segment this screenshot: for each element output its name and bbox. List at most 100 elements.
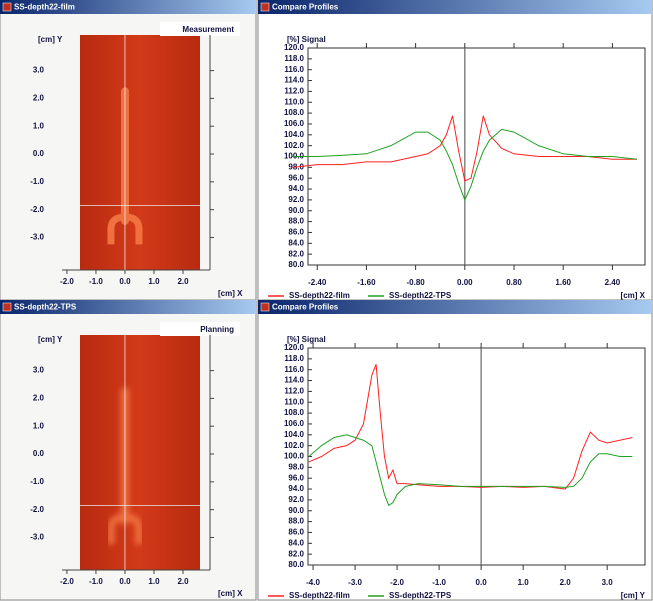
x-tick-label: -4.0 [306,578,320,587]
x-tick-label: 2.0 [177,577,189,586]
x-tick-label: 1.0 [518,578,530,587]
window-icon [260,2,270,12]
y-tick-label: 108.0 [284,408,305,417]
x-tick-label: -2.0 [390,578,404,587]
y-tick-label: 110.0 [284,397,304,406]
y-tick-label: 118.0 [284,354,304,363]
x-axis-label: [cm] X [218,589,243,598]
title-bar [0,0,256,14]
panel-label: Planning [200,325,234,334]
y-tick-label: 86.0 [288,228,304,237]
y-tick-label: 102.0 [284,141,305,150]
y-tick-label: -3.0 [30,533,44,542]
window-icon [260,302,270,312]
y-axis-label: [cm] Y [38,335,63,344]
y-tick-label: 120.0 [284,43,305,52]
y-tick-label: 114.0 [284,76,304,85]
x-tick-label: 2.0 [177,277,189,286]
y-tick-label: 114.0 [284,376,304,385]
y-axis-label: [%] Signal [287,35,326,44]
y-tick-label: 118.0 [284,54,304,63]
y-tick-label: 80.0 [288,260,304,269]
y-tick-label: 3.0 [33,66,45,75]
y-tick-label: 80.0 [288,560,304,569]
y-tick-label: 96.0 [288,473,304,482]
y-tick-label: 106.0 [284,419,305,428]
y-axis-label: [cm] Y [38,35,63,44]
profile-line [308,364,633,490]
y-tick-label: 0.0 [33,149,45,158]
y-tick-label: 84.0 [288,238,304,247]
y-tick-label: 82.0 [288,549,304,558]
legend-label: SS-depth22-TPS [389,291,452,300]
y-tick-label: 3.0 [33,366,45,375]
label-box [160,22,240,36]
x-tick-label: 0.0 [119,577,131,586]
y-tick-label: 1.0 [33,121,45,130]
y-tick-label: 92.0 [288,495,304,504]
panel-label: Measurement [182,25,234,34]
x-tick-label: 2.40 [605,278,621,287]
x-tick-label: 3.0 [602,578,614,587]
profile-line [292,115,638,182]
y-tick-label: 82.0 [288,249,304,258]
x-axis-label: [cm] X [621,291,646,300]
title-bar [258,0,652,14]
window-icon [2,2,12,12]
y-tick-label: 116.0 [284,365,304,374]
y-tick-label: 86.0 [288,528,304,537]
x-tick-label: 0.00 [457,278,473,287]
x-tick-label: -2.0 [60,577,74,586]
window-title: SS-depth22-TPS [14,303,77,312]
x-tick-label: -0.80 [407,278,426,287]
y-tick-label: 104.0 [284,130,305,139]
y-tick-label: 90.0 [288,206,304,215]
x-tick-label: -3.0 [348,578,362,587]
y-tick-label: 94.0 [288,184,304,193]
y-tick-label: 88.0 [288,517,304,526]
y-tick-label: 2.0 [33,394,45,403]
y-tick-label: 108.0 [284,108,305,117]
window-title: Compare Profiles [272,303,339,312]
y-tick-label: 0.0 [33,449,45,458]
label-box [160,322,240,336]
legend-label: SS-depth22-film [289,591,350,600]
x-tick-label: -2.0 [60,277,74,286]
x-tick-label: -2.40 [308,278,327,287]
y-tick-label: -2.0 [30,505,44,514]
y-tick-label: 120.0 [284,343,305,352]
y-tick-label: 116.0 [284,65,304,74]
x-axis-label: [cm] X [218,289,243,298]
x-tick-label: 0.80 [506,278,522,287]
window-title: Compare Profiles [272,3,339,12]
y-tick-label: -3.0 [30,233,44,242]
x-tick-label: -1.0 [89,277,103,286]
title-bar [0,300,256,314]
y-tick-label: 112.0 [284,87,304,96]
y-tick-label: 2.0 [33,94,45,103]
window-title: SS-depth22-film [14,3,75,12]
window [257,299,653,601]
y-tick-label: -1.0 [30,477,44,486]
y-tick-label: -1.0 [30,177,44,186]
profile-line [292,128,638,202]
y-tick-label: 104.0 [284,430,305,439]
x-tick-label: 0.0 [476,578,488,587]
y-tick-label: -2.0 [30,205,44,214]
x-tick-label: 1.0 [148,277,160,286]
y-tick-label: 84.0 [288,538,304,547]
title-bar [258,300,652,314]
y-tick-label: 90.0 [288,506,304,515]
y-tick-label: 92.0 [288,195,304,204]
x-tick-label: 2.0 [560,578,572,587]
y-tick-label: 100.0 [284,452,305,461]
x-tick-label: 1.0 [148,577,160,586]
x-tick-label: 1.60 [555,278,571,287]
legend-label: SS-depth22-film [289,291,350,300]
window-icon [2,302,12,312]
x-tick-label: -1.60 [357,278,376,287]
y-tick-label: 98.0 [288,462,304,471]
y-tick-label: 1.0 [33,421,45,430]
y-axis-label: [%] Signal [287,335,326,344]
